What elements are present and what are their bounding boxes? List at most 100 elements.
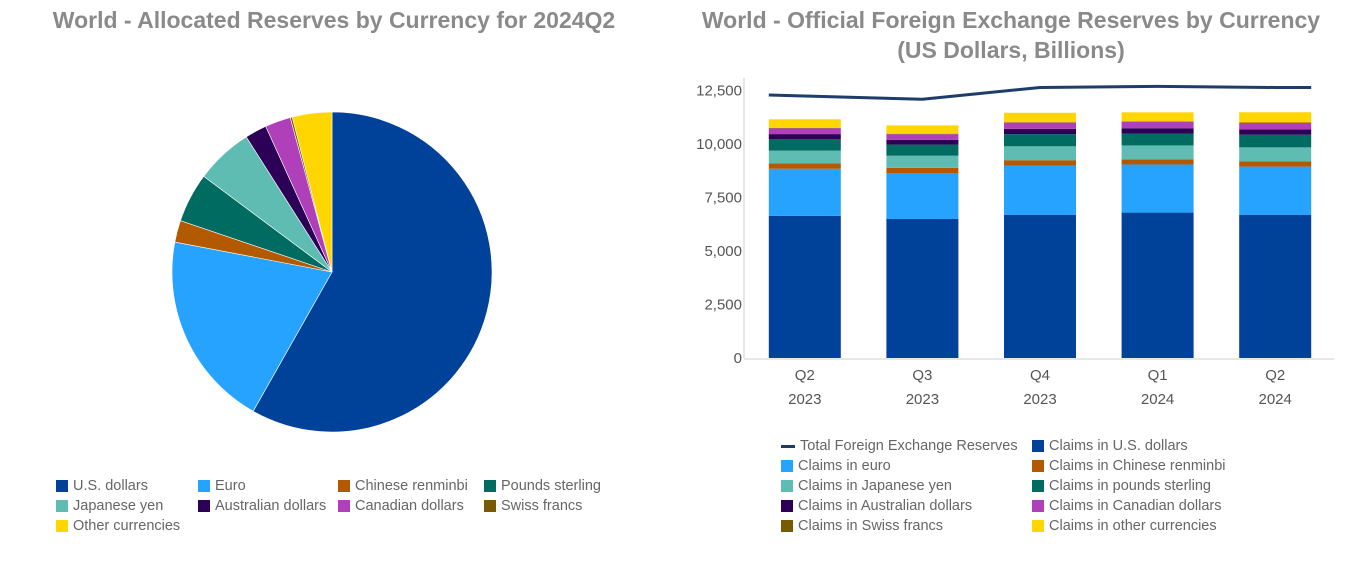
bar-segment-claims-in-u-s-dollars [1121,212,1194,358]
bar-segment-claims-in-canadian-dollars [1239,122,1312,130]
legend-swatch [1032,480,1044,492]
pie-legend: U.S. dollars Euro Chinese renminbi Pounds s… [0,0,668,563]
pie-chart-title: World - Allocated Reserves by Currency f… [52,7,616,33]
legend-swatch [1032,500,1044,512]
y-tick-label: 7,500 [704,190,742,207]
bar-segment-claims-in-other-currencies [1239,112,1312,123]
legend-swatch [338,480,350,492]
x-tick-label-quarter: Q2 [1265,367,1285,384]
pie-legend-item-euro: Euro [198,478,246,494]
pie-slice-u-s-dollars [252,111,493,433]
legend-swatch [56,500,68,512]
legend-swatch [781,520,793,532]
bar-segment-claims-in-euro [1121,164,1194,213]
bar-segment-claims-in-australian-dollars [768,134,841,140]
legend-label: Total Foreign Exchange Reserves [800,438,1018,454]
bar-segment-claims-in-other-currencies [768,119,841,128]
y-tick-label: 10,000 [696,136,742,153]
bar-chart: 0 2,500 5,000 7,500 10,000 12,500 Q2 2023 Q3 2023… [696,78,1334,408]
bar-legend-item-claims-in-u-s-dollars: Claims in U.S. dollars [1032,438,1188,454]
legend-label: Other currencies [73,518,181,534]
legend-swatch [781,460,793,472]
bar-segment-claims-in-u-s-dollars [768,215,841,358]
bar-segment-claims-in-euro [886,173,959,219]
legend-swatch [484,500,496,512]
x-tick-label-quarter: Q4 [1030,367,1050,384]
bar-legend-item-claims-in-australian-dollars: Claims in Australian dollars [781,498,972,514]
bar-segment-claims-in-u-s-dollars [886,219,959,358]
legend-swatch [56,480,68,492]
legend-label: Swiss francs [501,498,583,514]
legend-label: Claims in Canadian dollars [1049,498,1222,514]
legend-line-swatch [781,444,795,448]
legend-swatch [338,500,350,512]
pie-legend-item-swiss-francs: Swiss francs [484,498,582,514]
y-tick-label: 5,000 [704,243,742,260]
bar-segment-claims-in-japanese-yen [1004,146,1076,161]
legend-swatch [1032,520,1044,532]
bar-legend-item-claims-in-chinese-renminbi: Claims in Chinese renminbi [1032,458,1226,474]
pie-legend-item-japanese-yen: Japanese yen [56,498,163,514]
bar-segment-claims-in-pounds-sterling [1121,133,1194,146]
pie-slice-euro [171,241,333,412]
bar-legend-item-claims-in-pounds-sterling: Claims in pounds sterling [1032,478,1211,494]
x-tick-label-quarter: Q3 [912,367,932,384]
bar-segment-claims-in-canadian-dollars [886,134,959,140]
pie-legend-item-australian-dollars: Australian dollars [198,498,326,514]
bar-segment-claims-in-chinese-renminbi [768,163,841,169]
legend-swatch [1032,460,1044,472]
legend-label: Pounds sterling [501,478,601,494]
y-tick-label: 2,500 [704,297,742,314]
legend-label: Euro [215,478,246,494]
bar-legend-item-claims-in-swiss-francs: Claims in Swiss francs [781,518,943,534]
bar-segment-claims-in-japanese-yen [1239,147,1312,162]
pie-legend-item-u-s-dollars: U.S. dollars [56,478,148,494]
bar-legend-item-claims-in-canadian-dollars: Claims in Canadian dollars [1032,498,1221,514]
bar-chart-title-main: World - Official Foreign Exchange Reserv… [701,7,1321,33]
total-reserves-line [768,84,1312,101]
pie-slice-other-currencies [291,111,333,273]
legend-label: Australian dollars [215,498,327,514]
bar-segment-claims-in-other-currencies [1121,112,1194,122]
bar-legend-item-claims-in-euro: Claims in euro [781,458,891,474]
pie-chart [171,111,493,433]
bar-chart-title: World - Official Foreign Exchange Reserv… [676,5,1346,65]
pie-legend-item-other-currencies: Other currencies [56,518,180,534]
bar-segment-claims-in-pounds-sterling [1239,134,1312,148]
legend-label: Japanese yen [73,498,164,514]
bar-segment-claims-in-other-currencies [1004,112,1076,123]
bar-segment-claims-in-chinese-renminbi [886,167,959,174]
x-tick-label-year: 2023 [788,391,821,408]
legend-swatch [198,500,210,512]
bar-segment-claims-in-australian-dollars [1239,129,1312,135]
legend-label: U.S. dollars [73,478,148,494]
x-tick-label-year: 2024 [1141,391,1174,408]
legend-label: Claims in U.S. dollars [1049,438,1188,454]
x-tick-label-year: 2024 [1259,391,1292,408]
bar-segment-claims-in-chinese-renminbi [1239,161,1312,167]
legend-swatch [1032,440,1044,452]
bar-segment-claims-in-canadian-dollars [768,128,841,135]
bar-segment-claims-in-euro [768,168,841,216]
x-tick-label-quarter: Q2 [795,367,815,384]
bar-segment-claims-in-japanese-yen [1121,145,1194,160]
bar-segment-claims-in-chinese-renminbi [1004,160,1076,166]
legend-label: Claims in Australian dollars [798,498,973,514]
legend-label: Claims in pounds sterling [1049,478,1211,494]
pie-legend-item-chinese-renminbi: Chinese renminbi [338,478,468,494]
bar-legend-item-total-foreign-exchange-reserves: Total Foreign Exchange Reserves [781,438,1018,454]
bar-chart-subtitle: (US Dollars, Billions) [897,37,1125,63]
bar-segment-claims-in-canadian-dollars [1004,122,1076,129]
bar-segment-claims-in-pounds-sterling [768,139,841,151]
legend-label: Claims in Swiss francs [798,518,944,534]
x-tick-label-year: 2023 [1023,391,1056,408]
legend-swatch [781,500,793,512]
legend-label: Chinese renminbi [355,478,468,494]
legend-label: Claims in Chinese renminbi [1049,458,1226,474]
bar-legend-item-claims-in-other-currencies: Claims in other currencies [1032,518,1217,534]
x-tick-label-quarter: Q1 [1148,367,1168,384]
y-tick-label: 0 [734,350,742,367]
bar-segment-claims-in-australian-dollars [1004,128,1076,135]
bar-segment-claims-in-japanese-yen [768,150,841,164]
